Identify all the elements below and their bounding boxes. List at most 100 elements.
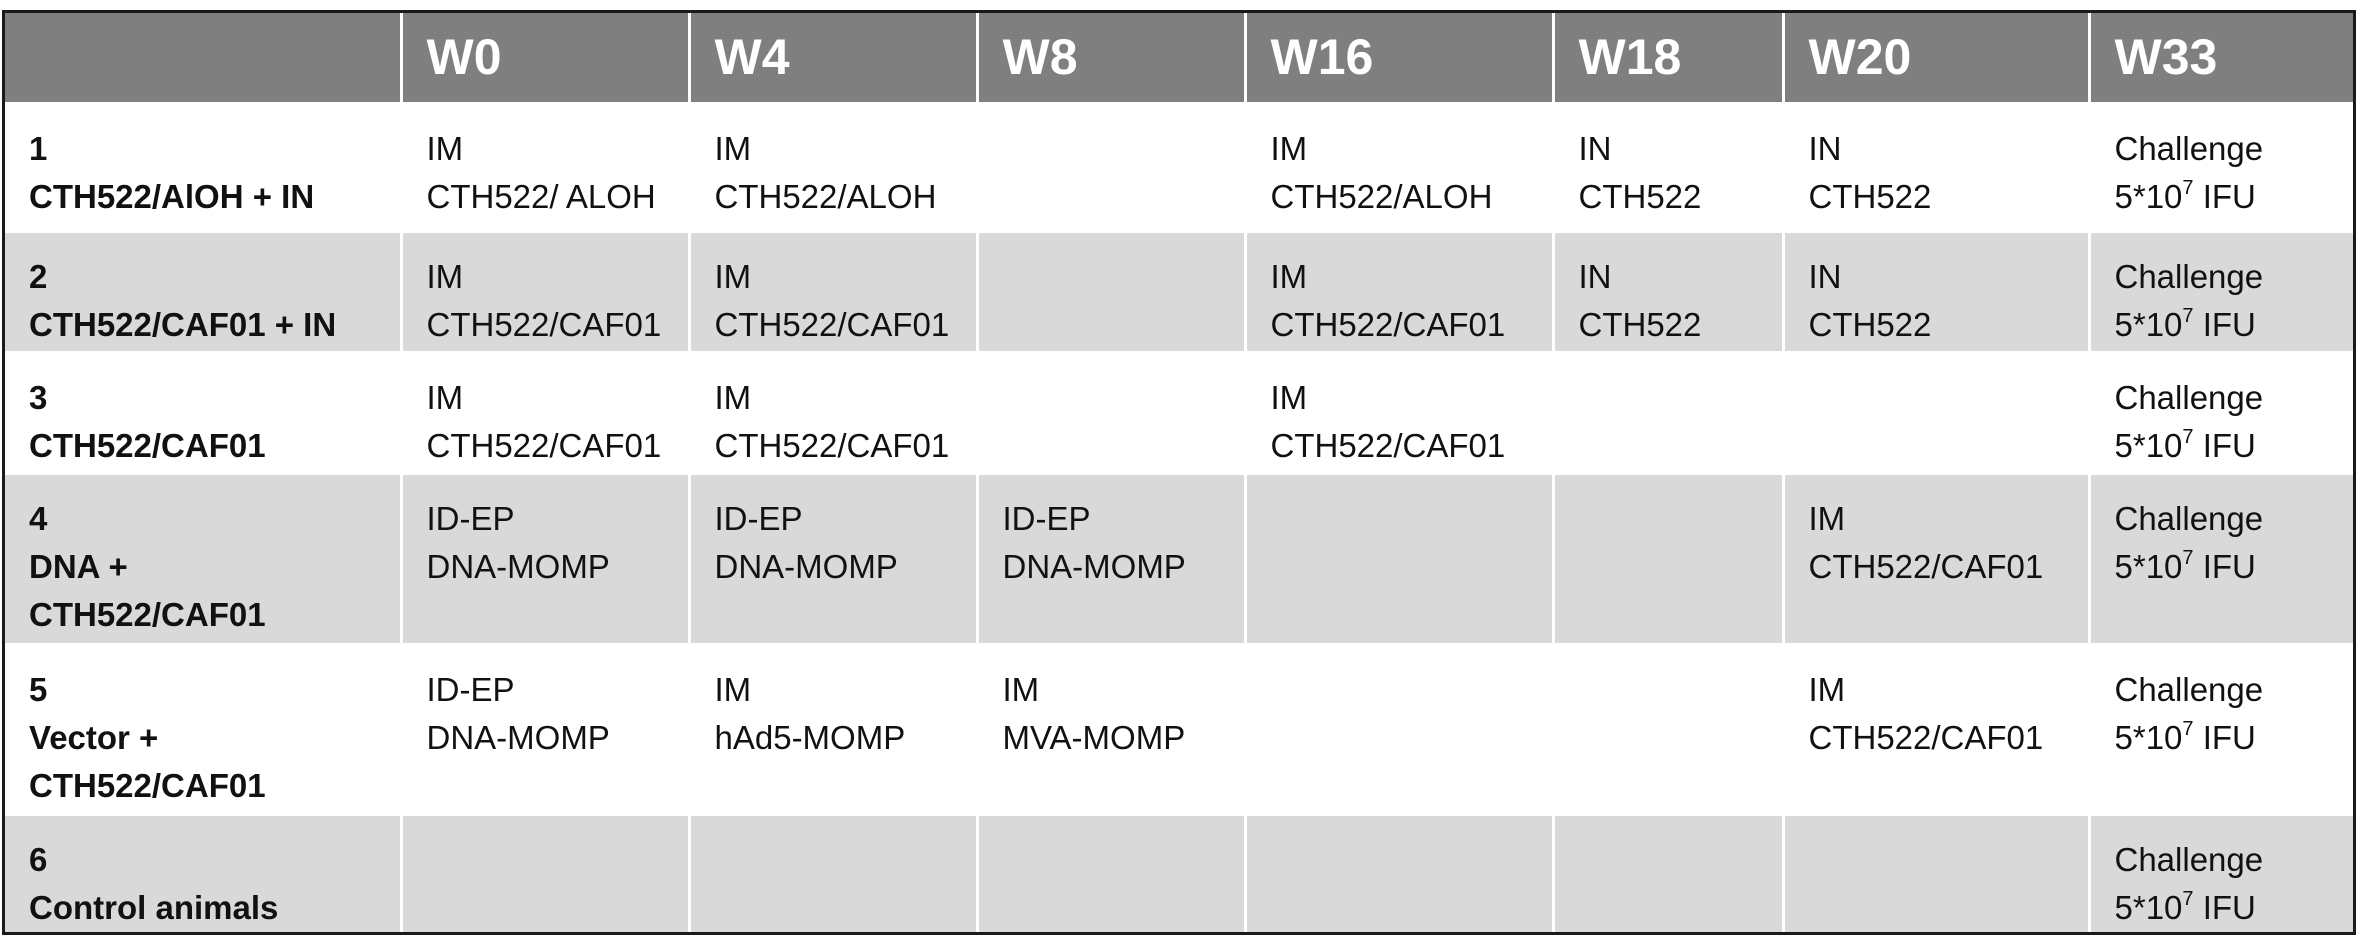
dose-label: 5*107 IFU [2115,884,2344,932]
cell-w20 [1783,352,2091,475]
vaccine-label: MVA-MOMP [1002,718,1186,756]
dose-exponent: 7 [2182,717,2194,740]
group-cell: 2 CTH522/CAF01 + IN [5,231,403,354]
cell-w8 [977,231,1247,354]
header-row: W0 W4 W8 W16 W18 W20 W33 [5,13,2353,105]
cell-w8 [977,352,1247,475]
vaccine-label: CTH522/CAF01 [714,426,950,464]
vaccine-label: CTH522/CAF01 [1270,305,1506,343]
route-label: IM [1270,257,1308,295]
vaccine-label: CTH522/CAF01 [1808,547,2044,585]
vaccine-label: CTH522 [1808,177,1932,215]
cell-w4: IM CTH522/CAF01 [689,231,979,354]
vaccine-label: DNA-MOMP [426,547,610,585]
group-number: 1 [29,129,48,167]
cell-w8: ID-EP DNA-MOMP [977,473,1247,646]
dose-label: 5*107 IFU [2115,543,2344,591]
group-name-line: CTH522/CAF01 [29,595,266,633]
dose-base: 5*10 [2114,177,2183,215]
cell-w0: ID-EP DNA-MOMP [401,473,691,646]
cell-w16 [1245,473,1555,646]
group-row: 2 CTH522/CAF01 + IN IM CTH522/CAF01 IM CTH522… [5,231,2353,354]
cell-w4: ID-EP DNA-MOMP [689,473,979,646]
cell-w18: IN CTH522 [1553,103,1785,233]
group-number: 4 [29,499,48,537]
route-label: IM [714,257,752,295]
cell-w18 [1553,473,1785,646]
vaccine-label: CTH522/CAF01 [1808,718,2044,756]
dose-unit: IFU [2193,718,2256,756]
route-label: IM [1808,670,1846,708]
dose-label: 5*107 IFU [2115,301,2344,349]
cell-w4: IM CTH522/CAF01 [689,352,979,475]
dose-base: 5*10 [2114,547,2183,585]
group-name: Control animals [29,888,279,926]
vaccine-label: DNA-MOMP [1002,547,1186,585]
route-label: Challenge [2114,499,2264,537]
cell-w0: ID-EP DNA-MOMP [401,644,691,816]
group-name-line: Vector + [29,718,159,756]
vaccination-schedule-table: W0 W4 W8 W16 W18 W20 W33 1 CTH522/AlOH + … [5,13,2353,932]
vaccine-label: DNA-MOMP [714,547,898,585]
route-label: ID-EP [426,499,515,537]
cell-w18: IN CTH522 [1553,231,1785,354]
group-cell: 6 Control animals [5,814,403,932]
dose-exponent: 7 [2182,176,2194,199]
dose-base: 5*10 [2114,305,2183,343]
cell-w0 [401,814,691,932]
cell-w8: IM MVA-MOMP [977,644,1247,816]
cell-w18 [1553,814,1785,932]
cell-w33: Challenge 5*107 IFU [2089,103,2353,233]
dose-base: 5*10 [2114,718,2183,756]
cell-w16: IM CTH522/ALOH [1245,103,1555,233]
cell-w4 [689,814,979,932]
header-week-w33: W33 [2089,13,2353,105]
route-label: Challenge [2114,378,2264,416]
route-label: Challenge [2114,840,2264,878]
cell-w33: Challenge 5*107 IFU [2089,352,2353,475]
header-week-w18: W18 [1553,13,1785,105]
cell-w33: Challenge 5*107 IFU [2089,814,2353,932]
route-label: IN [1578,129,1612,167]
dose-exponent: 7 [2182,425,2194,448]
schedule-table-frame: W0 W4 W8 W16 W18 W20 W33 1 CTH522/AlOH + … [2,10,2356,935]
route-label: ID-EP [426,670,515,708]
group-number: 5 [29,670,48,708]
cell-w18 [1553,644,1785,816]
route-label: IM [1270,378,1308,416]
route-label: Challenge [2114,670,2264,708]
cell-w0: IM CTH522/CAF01 [401,352,691,475]
cell-w16 [1245,644,1555,816]
route-label: IM [1808,499,1846,537]
group-name: CTH522/CAF01 [29,426,266,464]
header-corner-cell [5,13,403,105]
dose-exponent: 7 [2182,546,2194,569]
route-label: ID-EP [714,499,803,537]
route-label: IM [714,670,752,708]
group-row: 3 CTH522/CAF01 IM CTH522/CAF01 IM CTH522/CAF0… [5,352,2353,475]
group-cell: 3 CTH522/CAF01 [5,352,403,475]
route-label: Challenge [2114,257,2264,295]
header-week-w4: W4 [689,13,979,105]
dose-label: 5*107 IFU [2115,173,2344,221]
route-label: IM [426,257,464,295]
route-label: IN [1808,257,1842,295]
cell-w20 [1783,814,2091,932]
cell-w33: Challenge 5*107 IFU [2089,644,2353,816]
cell-w18 [1553,352,1785,475]
dose-unit: IFU [2193,547,2256,585]
route-label: IM [714,129,752,167]
route-label: Challenge [2114,129,2264,167]
dose-exponent: 7 [2182,887,2194,910]
group-row: 4 DNA + CTH522/CAF01 ID-EP DNA-MOMP ID-EP DNA-… [5,473,2353,646]
cell-w20: IM CTH522/CAF01 [1783,473,2091,646]
group-name-line: CTH522/CAF01 [29,766,266,804]
route-label: ID-EP [1002,499,1091,537]
dose-unit: IFU [2193,426,2256,464]
group-row: 5 Vector + CTH522/CAF01 ID-EP DNA-MOMP IM hAd5… [5,644,2353,816]
route-label: IM [426,129,464,167]
dose-exponent: 7 [2182,304,2194,327]
vaccine-label: CTH522 [1578,305,1702,343]
cell-w20: IN CTH522 [1783,231,2091,354]
header-week-w0: W0 [401,13,691,105]
